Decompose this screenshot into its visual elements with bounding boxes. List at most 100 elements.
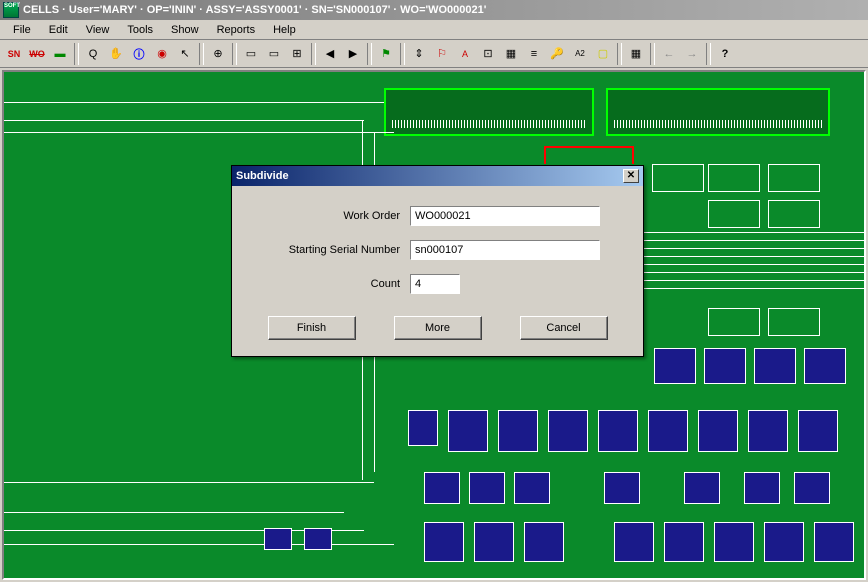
tb-grid2[interactable]: ▦ xyxy=(625,43,647,65)
pcb-ic xyxy=(304,528,332,550)
tb-v3[interactable]: A xyxy=(454,43,476,65)
tb-sn[interactable]: SN xyxy=(3,43,25,65)
tb-v9[interactable]: ▢ xyxy=(592,43,614,65)
tb-grid1[interactable]: ⊞ xyxy=(286,43,308,65)
menu-show[interactable]: Show xyxy=(162,22,208,38)
work-order-label: Work Order xyxy=(250,210,410,222)
window-title: CELLS · User='MARY' · OP='ININ' · ASSY='… xyxy=(23,4,486,16)
pcb-connector xyxy=(384,88,594,136)
pcb-ic xyxy=(798,410,838,452)
pcb-trace xyxy=(644,272,866,273)
pcb-ic xyxy=(424,472,460,504)
subdivide-dialog: Subdivide ✕ Work Order Starting Serial N… xyxy=(231,165,644,357)
pcb-trace xyxy=(644,248,866,249)
tb-rect1[interactable]: ▭ xyxy=(240,43,262,65)
pcb-trace xyxy=(644,240,866,241)
pcb-ic-outline xyxy=(768,308,820,336)
pcb-trace xyxy=(4,132,394,133)
work-order-input[interactable] xyxy=(410,206,600,226)
cancel-button[interactable]: Cancel xyxy=(520,316,608,340)
tb-info[interactable]: ⓘ xyxy=(128,43,150,65)
tb-v1[interactable]: ⇕ xyxy=(408,43,430,65)
tb-v6[interactable]: ≡ xyxy=(523,43,545,65)
tb-back[interactable]: ← xyxy=(658,43,680,65)
serial-label: Starting Serial Number xyxy=(250,244,410,256)
tb-fwd[interactable]: → xyxy=(681,43,703,65)
pcb-ic-outline xyxy=(708,308,760,336)
tb-next[interactable]: ▶ xyxy=(342,43,364,65)
pcb-ic-outline xyxy=(652,164,704,192)
tb-v2[interactable]: ⚐ xyxy=(431,43,453,65)
pcb-trace xyxy=(644,232,866,233)
pcb-ic xyxy=(814,522,854,562)
tb-target[interactable]: ◉ xyxy=(151,43,173,65)
pcb-ic xyxy=(794,472,830,504)
menubar: File Edit View Tools Show Reports Help xyxy=(0,20,868,40)
menu-edit[interactable]: Edit xyxy=(40,22,77,38)
tb-v8[interactable]: A2 xyxy=(569,43,591,65)
pcb-ic xyxy=(714,522,754,562)
pcb-ic-outline xyxy=(708,164,760,192)
tb-bar[interactable]: ▬ xyxy=(49,43,71,65)
pcb-ic xyxy=(514,472,550,504)
close-icon[interactable]: ✕ xyxy=(623,169,639,183)
tb-pan[interactable]: ✋ xyxy=(105,43,127,65)
tb-v5[interactable]: ▦ xyxy=(500,43,522,65)
pcb-ic xyxy=(548,410,588,452)
pcb-ic xyxy=(524,522,564,562)
pcb-trace xyxy=(644,264,866,265)
tb-rect2[interactable]: ▭ xyxy=(263,43,285,65)
more-button[interactable]: More xyxy=(394,316,482,340)
pcb-ic xyxy=(614,522,654,562)
tb-pointer[interactable]: ↖ xyxy=(174,43,196,65)
pcb-ic xyxy=(648,410,688,452)
tb-wo[interactable]: WO xyxy=(26,43,48,65)
pcb-ic xyxy=(754,348,796,384)
pcb-ic xyxy=(748,410,788,452)
pcb-ic xyxy=(804,348,846,384)
pcb-ic xyxy=(408,410,438,446)
pcb-trace xyxy=(644,280,866,281)
tb-flag[interactable]: ⚑ xyxy=(375,43,397,65)
pcb-ic xyxy=(654,348,696,384)
tb-v7[interactable]: 🔑 xyxy=(546,43,568,65)
serial-input[interactable] xyxy=(410,240,600,260)
pcb-ic xyxy=(498,410,538,452)
tb-v4[interactable]: ⊡ xyxy=(477,43,499,65)
pcb-ic xyxy=(469,472,505,504)
pcb-connector xyxy=(606,88,830,136)
window-titlebar: SOFT CELLS · User='MARY' · OP='ININ' · A… xyxy=(0,0,868,20)
pcb-ic xyxy=(598,410,638,452)
pcb-ic xyxy=(424,522,464,562)
pcb-ic xyxy=(664,522,704,562)
pcb-trace xyxy=(4,120,364,121)
pcb-ic xyxy=(744,472,780,504)
pcb-ic xyxy=(474,522,514,562)
count-input[interactable] xyxy=(410,274,460,294)
pcb-ic-outline xyxy=(708,200,760,228)
app-icon: SOFT xyxy=(3,2,19,18)
menu-view[interactable]: View xyxy=(77,22,119,38)
pcb-ic xyxy=(684,472,720,504)
dialog-title-text: Subdivide xyxy=(236,170,289,182)
tb-zoom[interactable]: Q xyxy=(82,43,104,65)
pcb-ic xyxy=(704,348,746,384)
pcb-ic-outline xyxy=(768,200,820,228)
menu-reports[interactable]: Reports xyxy=(208,22,265,38)
finish-button[interactable]: Finish xyxy=(268,316,356,340)
pcb-ic xyxy=(698,410,738,452)
tb-prev[interactable]: ◀ xyxy=(319,43,341,65)
menu-tools[interactable]: Tools xyxy=(118,22,162,38)
dialog-titlebar[interactable]: Subdivide ✕ xyxy=(232,166,643,186)
toolbar: SN WO ▬ Q ✋ ⓘ ◉ ↖ ⊕ ▭ ▭ ⊞ ◀ ▶ ⚑ ⇕ ⚐ A ⊡ … xyxy=(0,40,868,68)
menu-file[interactable]: File xyxy=(4,22,40,38)
pcb-ic xyxy=(264,528,292,550)
count-label: Count xyxy=(250,278,410,290)
pcb-trace xyxy=(644,288,866,289)
tb-help[interactable]: ? xyxy=(714,43,736,65)
tb-crosshair[interactable]: ⊕ xyxy=(207,43,229,65)
menu-help[interactable]: Help xyxy=(264,22,305,38)
pcb-trace xyxy=(4,102,384,103)
pcb-highlight xyxy=(544,146,634,164)
pcb-trace xyxy=(644,256,866,257)
